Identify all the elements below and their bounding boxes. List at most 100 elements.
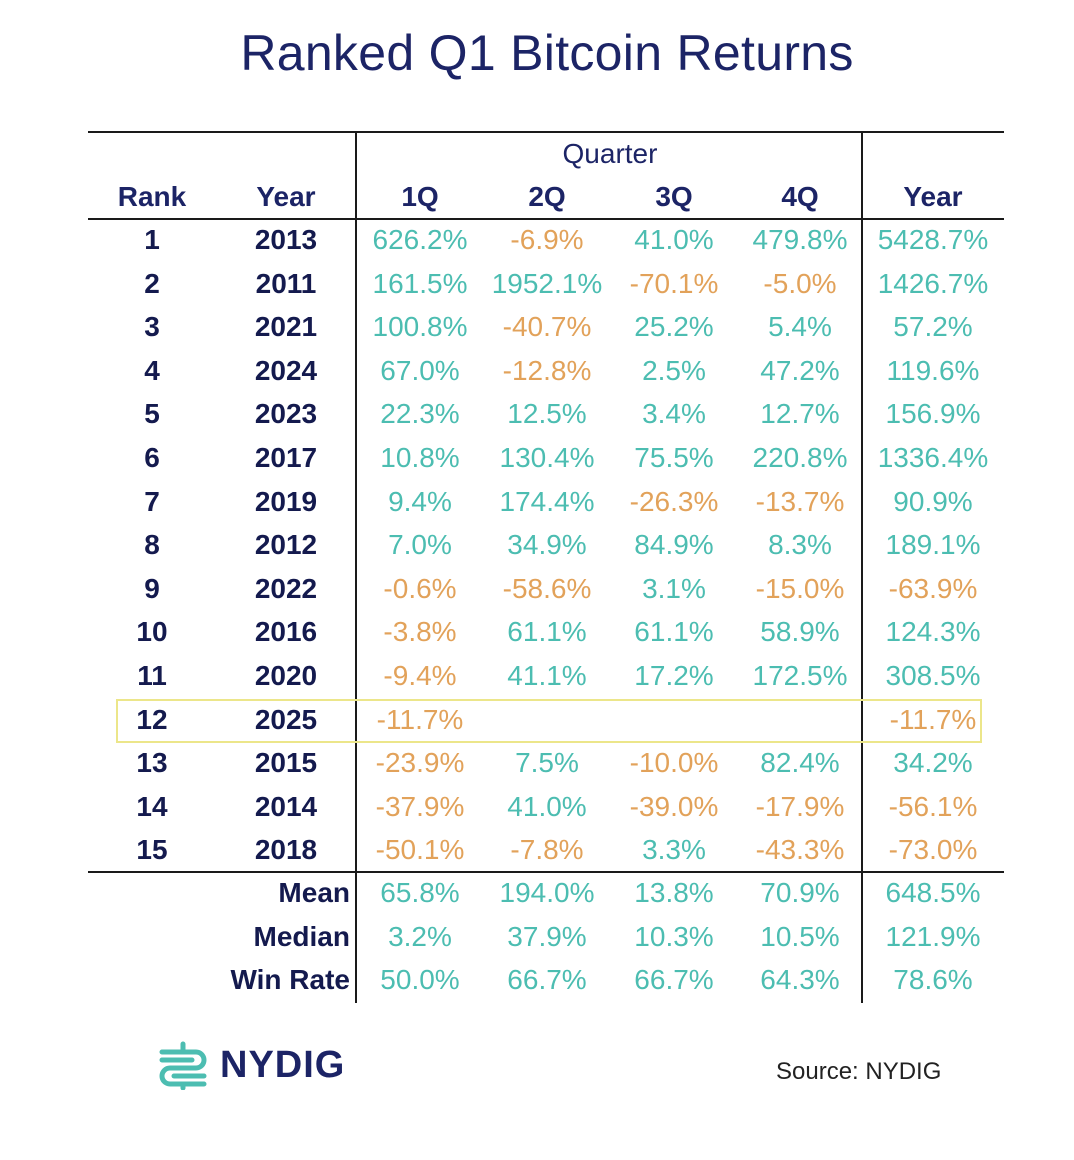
summary-cell-total: 78.6% — [893, 964, 973, 995]
table-cell-q2: 61.1% — [507, 616, 587, 647]
summary-label: Win Rate — [230, 964, 350, 995]
summary-cell-q3: 10.3% — [634, 921, 714, 952]
table-cell-total: -56.1% — [888, 791, 978, 822]
table-cell-q1: 67.0% — [380, 355, 460, 386]
header-rule — [88, 218, 1004, 220]
summary-cell-total: 121.9% — [885, 921, 981, 952]
summary-cell-q1: 65.8% — [380, 877, 460, 908]
col-header-2q: 2Q — [528, 181, 566, 212]
nydig-logo-icon — [159, 1041, 207, 1090]
table-cell-q2: -6.9% — [510, 224, 584, 255]
table-row-year: 2011 — [255, 268, 317, 299]
table-cell-total: 189.1% — [885, 529, 981, 560]
table-row-rank: 7 — [144, 486, 160, 517]
table-cell-q2: 12.5% — [507, 398, 587, 429]
quarter-group-header: Quarter — [562, 138, 658, 169]
table-cell-q3: 17.2% — [634, 660, 714, 691]
table-row-year: 2015 — [254, 747, 318, 778]
table-cell-q1: 7.0% — [388, 529, 452, 560]
table-row-rank: 10 — [136, 616, 168, 647]
table-row-rank: 6 — [144, 442, 160, 473]
summary-cell-q3: 66.7% — [634, 964, 714, 995]
table-cell-q3: 61.1% — [634, 616, 714, 647]
logo-text: NYDIG — [220, 1043, 346, 1086]
table-row-rank: 2 — [144, 268, 160, 299]
table-cell-q4: -43.3% — [755, 834, 845, 865]
table-row-year: 2023 — [254, 398, 318, 429]
table-cell-q4: 8.3% — [768, 529, 832, 560]
table-row-year: 2019 — [254, 486, 318, 517]
table-cell-q4: 12.7% — [760, 398, 840, 429]
table-cell-total: 57.2% — [893, 311, 973, 342]
table-row-rank: 15 — [136, 834, 168, 865]
table-row-year: 2020 — [254, 660, 318, 691]
table-cell-q3: 41.0% — [634, 224, 714, 255]
table-cell-total: 308.5% — [885, 660, 981, 691]
table-cell-q2: 174.4% — [499, 486, 595, 517]
table-row-year: 2014 — [254, 791, 318, 822]
table-cell-q2: -7.8% — [510, 834, 584, 865]
col-header-rank: Rank — [117, 181, 187, 212]
table-row-year: 2018 — [254, 834, 318, 865]
table-row-rank: 11 — [137, 660, 167, 691]
table-cell-total: 124.3% — [885, 616, 981, 647]
quarter-right-divider — [861, 131, 863, 1003]
table-cell-q1: 100.8% — [372, 311, 468, 342]
table-cell-q4: 5.4% — [768, 311, 832, 342]
table-cell-q4: 58.9% — [760, 616, 840, 647]
table-cell-q3: -10.0% — [629, 747, 719, 778]
table-cell-q4: 220.8% — [752, 442, 848, 473]
table-row-rank: 5 — [144, 398, 160, 429]
col-header-1q: 1Q — [401, 181, 439, 212]
table-cell-total: -11.7% — [889, 704, 977, 735]
highlight-row-2025 — [116, 699, 982, 743]
table-cell-total: 1336.4% — [877, 442, 989, 473]
table-cell-q1: -3.8% — [383, 616, 457, 647]
page-title: Ranked Q1 Bitcoin Returns — [240, 25, 854, 81]
table-cell-q3: 25.2% — [634, 311, 714, 342]
table-row-rank: 1 — [144, 224, 160, 255]
table-cell-q3: -70.1% — [629, 268, 719, 299]
table-cell-q2: -12.8% — [502, 355, 592, 386]
col-header-year: Year — [256, 181, 316, 212]
table-cell-q3: 75.5% — [634, 442, 714, 473]
table-cell-q2: 41.0% — [507, 791, 587, 822]
table-cell-q3: -39.0% — [629, 791, 719, 822]
top-rule — [88, 131, 1004, 133]
summary-cell-q4: 64.3% — [760, 964, 840, 995]
nydig-logo: NYDIG — [156, 1040, 345, 1090]
table-cell-q1: -37.9% — [375, 791, 465, 822]
table-cell-q2: 34.9% — [507, 529, 587, 560]
table-cell-q1: -11.7% — [376, 704, 464, 735]
table-cell-total: 90.9% — [893, 486, 973, 517]
table-cell-q2: 130.4% — [499, 442, 595, 473]
table-cell-q2: -58.6% — [502, 573, 592, 604]
quarter-left-divider — [355, 131, 357, 1003]
table-row-year: 2012 — [254, 529, 318, 560]
table-cell-q3: -26.3% — [629, 486, 719, 517]
table-cell-q1: -0.6% — [383, 573, 457, 604]
table-row-year: 2024 — [254, 355, 318, 386]
table-cell-q3: 3.3% — [642, 834, 706, 865]
table-cell-total: 5428.7% — [877, 224, 989, 255]
table-cell-q1: 9.4% — [388, 486, 452, 517]
table-row-rank: 12 — [136, 704, 168, 735]
col-header-3q: 3Q — [655, 181, 693, 212]
table-cell-q4: 172.5% — [752, 660, 848, 691]
table-cell-q1: -50.1% — [375, 834, 465, 865]
table-cell-total: -63.9% — [888, 573, 978, 604]
table-cell-q2: -40.7% — [502, 311, 592, 342]
col-header-year-total: Year — [903, 181, 963, 212]
table-cell-q4: -15.0% — [755, 573, 845, 604]
table-cell-q4: -5.0% — [763, 268, 837, 299]
table-row-year: 2016 — [254, 616, 318, 647]
table-row-year: 2017 — [254, 442, 318, 473]
table-cell-q4: 47.2% — [760, 355, 840, 386]
table-cell-q1: 10.8% — [380, 442, 460, 473]
table-row-rank: 8 — [144, 529, 160, 560]
table-cell-q2: 7.5% — [515, 747, 579, 778]
table-cell-q1: 22.3% — [380, 398, 460, 429]
table-row-rank: 14 — [136, 791, 168, 822]
summary-label: Median — [253, 921, 350, 952]
table-cell-q1: -23.9% — [375, 747, 465, 778]
